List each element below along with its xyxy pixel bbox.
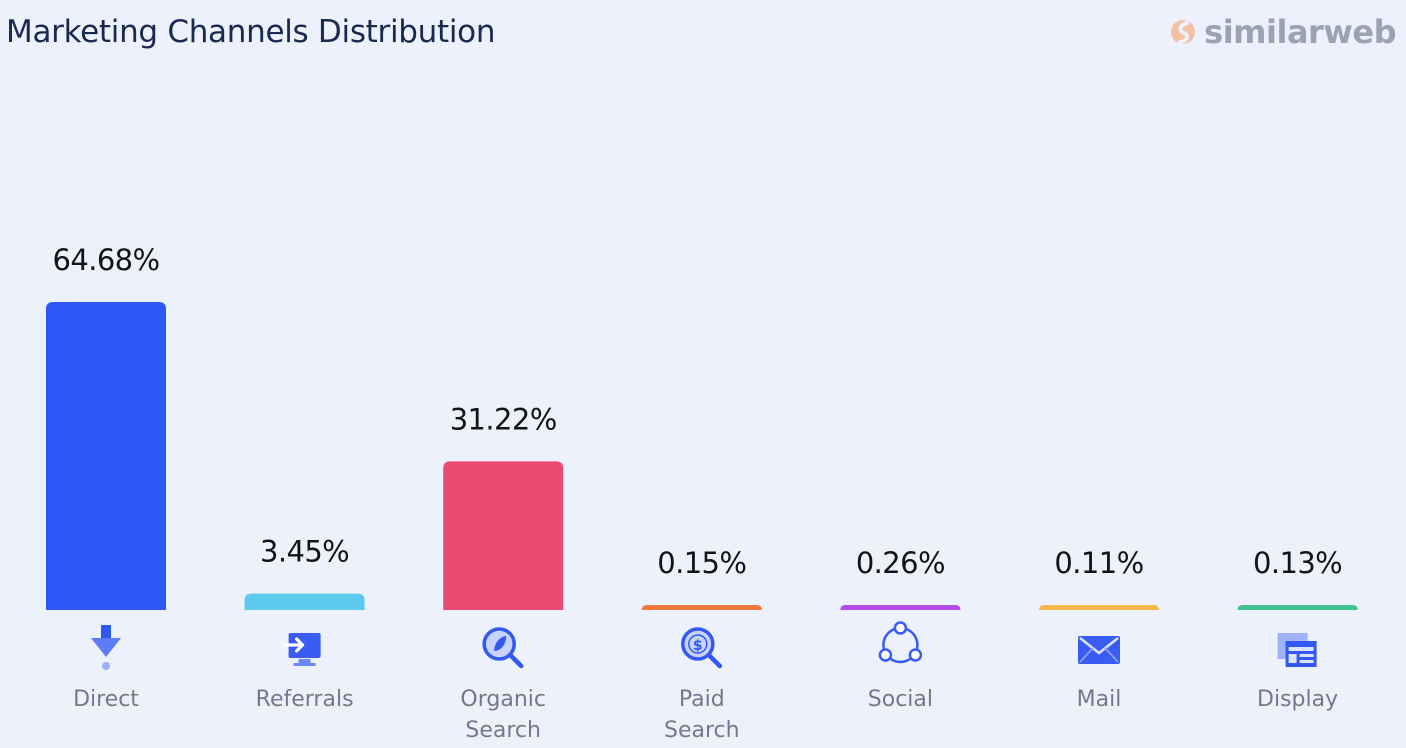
category-label-paid-search: Paid Search bbox=[664, 687, 740, 743]
category-label-line: Referrals bbox=[256, 687, 354, 712]
display-icon bbox=[1277, 633, 1317, 667]
category-label-line: Social bbox=[868, 687, 933, 712]
category-label-line: Organic bbox=[460, 687, 546, 712]
organic-search-icon bbox=[482, 627, 524, 669]
chart-title: Marketing Channels Distribution bbox=[6, 14, 496, 50]
value-label-referrals: 3.45% bbox=[260, 535, 349, 569]
category-label-line: Mail bbox=[1077, 687, 1122, 712]
category-label-display: Display bbox=[1257, 687, 1338, 712]
value-label-paid-search: 0.15% bbox=[657, 546, 746, 580]
brand-name: similarweb bbox=[1204, 13, 1396, 51]
paid-search-icon: $ bbox=[681, 627, 723, 669]
svg-text:$: $ bbox=[693, 638, 703, 654]
category-label-mail: Mail bbox=[1077, 687, 1122, 712]
value-label-social: 0.26% bbox=[856, 546, 945, 580]
bar-referrals[interactable] bbox=[244, 593, 365, 610]
value-label-organic-search: 31.22% bbox=[450, 402, 557, 436]
bar-social[interactable] bbox=[840, 605, 961, 610]
bar-direct[interactable] bbox=[46, 302, 166, 610]
bar-display[interactable] bbox=[1237, 605, 1358, 610]
value-label-direct: 64.68% bbox=[53, 243, 160, 277]
value-label-mail: 0.11% bbox=[1054, 546, 1143, 580]
category-label-line: Search bbox=[664, 718, 740, 743]
category-label-direct: Direct bbox=[73, 687, 139, 712]
bar-paid-search[interactable] bbox=[641, 605, 762, 610]
bar-organic-search[interactable] bbox=[443, 461, 564, 610]
category-label-line: Display bbox=[1257, 687, 1338, 712]
similarweb-logo-icon bbox=[1171, 20, 1196, 44]
value-label-display: 0.13% bbox=[1253, 546, 1342, 580]
category-label-referrals: Referrals bbox=[256, 687, 354, 712]
direct-icon bbox=[91, 625, 121, 670]
category-label-line: Paid bbox=[679, 687, 725, 712]
category-label-social: Social bbox=[868, 687, 933, 712]
bar-mail[interactable] bbox=[1039, 605, 1159, 610]
social-icon bbox=[878, 621, 923, 664]
category-label-line: Search bbox=[465, 718, 541, 743]
mail-icon bbox=[1078, 636, 1120, 664]
category-label-organic-search: Organic Search bbox=[460, 687, 546, 743]
category-label-line: Direct bbox=[73, 687, 139, 712]
brand-logo: similarweb bbox=[1168, 12, 1396, 52]
referrals-icon bbox=[283, 633, 321, 666]
